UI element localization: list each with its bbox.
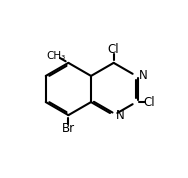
- Text: N: N: [116, 109, 124, 122]
- Text: CH₃: CH₃: [46, 51, 65, 61]
- Text: Br: Br: [62, 122, 75, 135]
- Text: Cl: Cl: [108, 43, 120, 56]
- Text: N: N: [138, 69, 147, 82]
- Text: Cl: Cl: [144, 96, 155, 109]
